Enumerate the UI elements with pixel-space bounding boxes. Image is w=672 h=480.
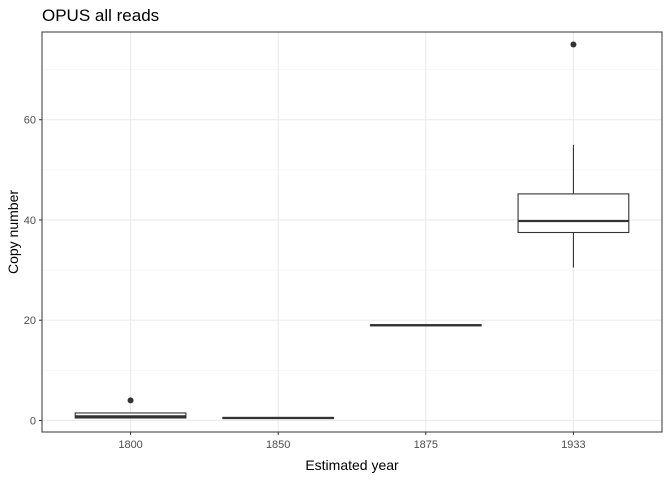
box-marks (74, 41, 630, 420)
x-tick-label: 1800 (118, 439, 142, 451)
x-tick-label: 1850 (266, 439, 290, 451)
box-1875 (369, 324, 482, 327)
y-tick-label: 60 (24, 115, 36, 127)
plot-panel (41, 31, 663, 433)
panel-border (41, 31, 663, 433)
outlier-point (127, 397, 134, 404)
y-axis: 0 20 40 60 (24, 115, 42, 427)
outlier-point (570, 41, 577, 48)
x-tick-label: 1875 (414, 439, 438, 451)
chart-title: OPUS all reads (42, 6, 159, 25)
y-tick-label: 40 (24, 215, 36, 227)
box-1800 (74, 397, 187, 419)
x-axis: 1800 1850 1875 1933 (118, 432, 586, 451)
y-tick-label: 20 (24, 315, 36, 327)
box-1850 (222, 416, 335, 420)
y-axis-title: Copy number (5, 190, 21, 274)
y-tick-label: 0 (30, 415, 36, 427)
box-1933 (517, 41, 630, 268)
x-tick-label: 1933 (561, 439, 585, 451)
x-axis-title: Estimated year (305, 457, 399, 473)
grid-lines (42, 32, 662, 432)
box-iqr (517, 193, 630, 234)
